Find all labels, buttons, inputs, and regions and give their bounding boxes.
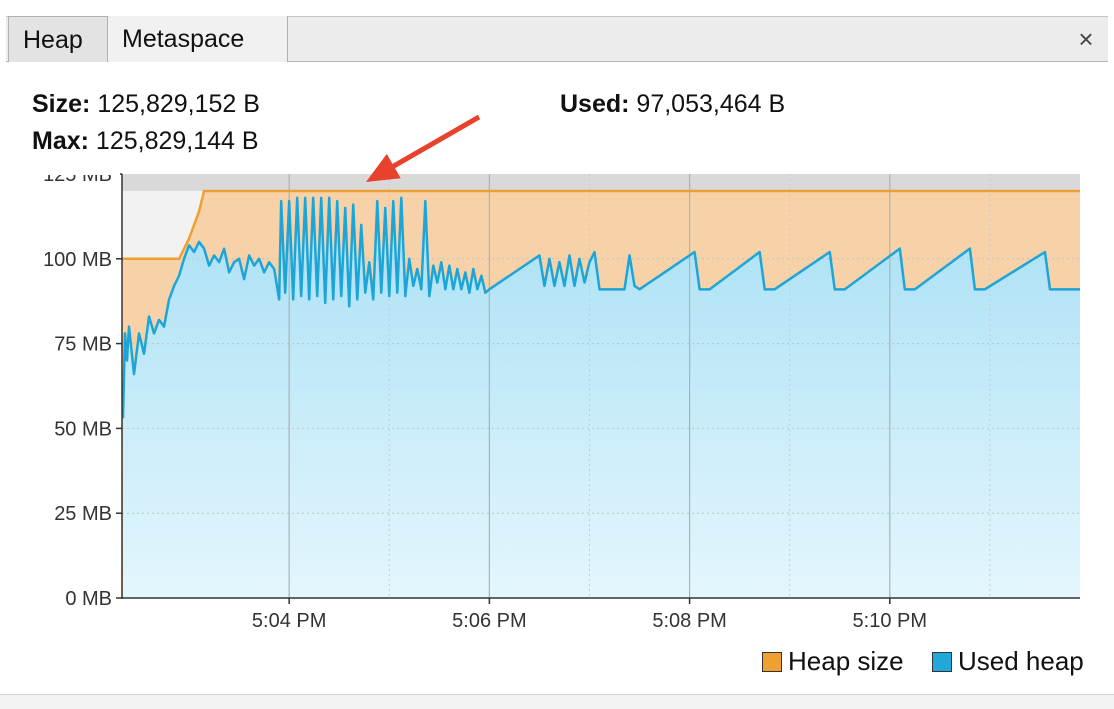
used-label: Used: bbox=[560, 90, 630, 118]
used-stat: Used: 97,053,464 B bbox=[560, 90, 785, 119]
x-tick-label: 5:08 PM bbox=[652, 610, 726, 632]
heap-size-swatch bbox=[762, 652, 782, 672]
bottom-bar bbox=[0, 694, 1114, 709]
y-tick-label: 25 MB bbox=[54, 503, 112, 525]
close-icon[interactable]: × bbox=[1078, 24, 1094, 54]
used-heap-line bbox=[122, 196, 1080, 419]
x-tick-label: 5:04 PM bbox=[252, 610, 326, 632]
used-value: 97,053,464 B bbox=[636, 90, 786, 118]
used-heap-area bbox=[123, 197, 1080, 598]
x-tick-label: 5:10 PM bbox=[853, 610, 927, 632]
size-label: Size: bbox=[32, 90, 91, 118]
legend-used-heap-label: Used heap bbox=[958, 646, 1084, 676]
y-tick-label: 50 MB bbox=[54, 418, 112, 440]
tab-heap[interactable]: Heap bbox=[8, 16, 108, 62]
y-tick-label: 100 MB bbox=[43, 249, 112, 271]
annotation-arrow bbox=[366, 114, 481, 182]
legend-heap-size: Heap size bbox=[762, 644, 904, 678]
used-heap-swatch bbox=[932, 652, 952, 672]
size-stat: Size: 125,829,152 B bbox=[32, 90, 260, 119]
y-tick-label: 75 MB bbox=[54, 334, 112, 356]
legend-heap-size-label: Heap size bbox=[788, 646, 904, 676]
top-label-mask bbox=[0, 150, 120, 175]
tab-metaspace[interactable]: Metaspace bbox=[108, 16, 288, 62]
y-tick-label: 0 MB bbox=[65, 588, 112, 610]
x-tick-label: 5:06 PM bbox=[452, 610, 526, 632]
legend-used-heap: Used heap bbox=[932, 644, 1084, 678]
max-heap-band bbox=[122, 174, 1080, 191]
max-value: 125,829,144 B bbox=[95, 127, 259, 155]
heap-size-line bbox=[122, 189, 1080, 261]
size-value: 125,829,152 B bbox=[97, 90, 260, 118]
